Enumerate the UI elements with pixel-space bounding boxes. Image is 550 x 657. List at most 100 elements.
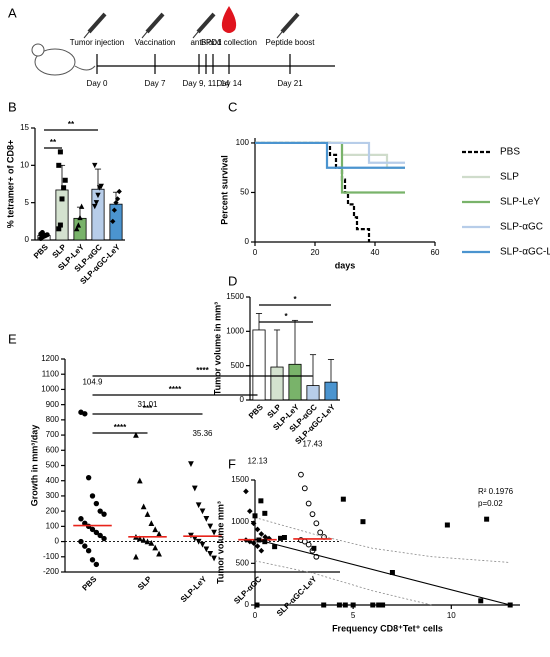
significance-label: **** (169, 385, 182, 394)
y-tick-label: 300 (46, 491, 60, 500)
point (92, 203, 98, 210)
point (140, 536, 147, 543)
legend-label: PBS (500, 147, 520, 158)
point (262, 510, 268, 516)
point (350, 602, 356, 608)
y-tick-label: 0 (55, 537, 60, 546)
event-day: Day 0 (87, 79, 108, 88)
y-tick-label: 100 (46, 521, 60, 530)
x-tick-label: 5 (351, 611, 356, 620)
point (85, 547, 92, 554)
y-axis-label: Tumor volume in mm³ (212, 302, 222, 395)
point (389, 570, 395, 575)
panel-label: A (8, 5, 17, 20)
median-label: 17.43 (302, 440, 323, 449)
point (207, 523, 214, 530)
point (61, 185, 67, 191)
point (57, 222, 63, 228)
point (313, 520, 320, 527)
median-label: 31.01 (137, 400, 158, 409)
point (93, 200, 100, 206)
point (75, 222, 82, 228)
y-tick-label: 800 (46, 415, 60, 424)
point (340, 496, 346, 502)
y-tick-label: 1000 (231, 517, 249, 526)
y-tick-label: -100 (43, 552, 60, 561)
point (97, 532, 103, 539)
point (258, 547, 265, 554)
point (140, 503, 147, 510)
event-day: Day 7 (145, 79, 166, 88)
point (74, 225, 80, 232)
y-tick-label: 0 (245, 600, 250, 609)
point (258, 531, 265, 537)
point (62, 177, 68, 183)
point (317, 529, 324, 536)
point (370, 602, 376, 608)
y-tick-label: 400 (46, 476, 60, 485)
point (144, 511, 151, 517)
x-axis-label: Frequency CD8⁺Tet⁺ cells (332, 623, 443, 633)
point (56, 162, 62, 168)
legend-label: SLP (500, 172, 519, 183)
point (133, 432, 139, 438)
point (211, 555, 217, 562)
point (111, 207, 118, 213)
y-tick-label: 900 (46, 400, 60, 409)
y-tick-label: 1500 (231, 475, 249, 484)
significance-label: **** (196, 366, 209, 375)
y-tick-label: 1200 (41, 354, 59, 363)
point (114, 196, 121, 202)
y-tick-label: 1000 (226, 326, 244, 335)
panel-label: D (228, 273, 237, 288)
syringe (280, 12, 300, 34)
point (144, 538, 151, 545)
panel-label: F (228, 456, 236, 471)
point (256, 537, 262, 543)
point (195, 502, 202, 509)
event-day: Day 14 (216, 79, 242, 88)
median-label: 104.9 (82, 377, 103, 386)
x-tick-label: 40 (371, 248, 380, 257)
point (188, 461, 194, 468)
point (92, 162, 98, 169)
point (484, 516, 490, 522)
point (444, 522, 450, 528)
y-axis-label: Tumor volume mm³ (215, 501, 225, 584)
syringe (196, 12, 216, 34)
point (101, 535, 107, 542)
point (97, 508, 103, 514)
regression-line (254, 538, 511, 606)
event-label: Blood collection (201, 38, 257, 47)
x-tick-label: SLP-LeY (179, 574, 209, 604)
x-tick-label: SLP-αGC-LeY (275, 574, 319, 618)
point (246, 538, 253, 545)
point (311, 545, 317, 551)
point (272, 544, 278, 550)
confidence-band (254, 517, 511, 563)
point (281, 535, 287, 540)
significance-label: ** (50, 138, 57, 147)
point (203, 546, 210, 553)
y-axis-label: Growth in mm³/day (29, 425, 39, 507)
point (258, 498, 264, 504)
blood-drop (221, 6, 237, 33)
y-tick-label: 5 (25, 198, 30, 207)
point (262, 539, 268, 545)
significance-label: **** (114, 423, 127, 432)
significance-label: * (284, 312, 288, 321)
point (93, 500, 100, 507)
event-label: anti-PD1 (190, 38, 222, 47)
point (380, 602, 386, 608)
median-label: 35.36 (192, 429, 213, 438)
syringe-needle (141, 31, 148, 39)
y-tick-label: 700 (46, 430, 60, 439)
point (85, 474, 92, 481)
y-tick-label: 500 (46, 461, 60, 470)
point (156, 550, 162, 557)
syringe-needle (83, 31, 90, 39)
bar (270, 366, 284, 401)
point (305, 500, 312, 507)
point (148, 540, 155, 546)
